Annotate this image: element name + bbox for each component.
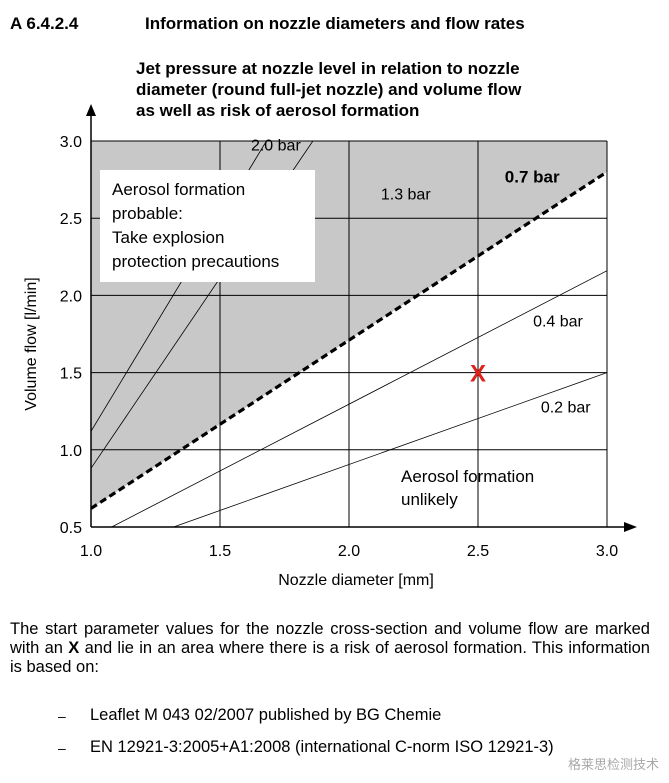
chart-title: Jet pressure at nozzle level in relation… (136, 58, 616, 121)
section-title: Information on nozzle diameters and flow… (145, 14, 525, 33)
reference-list: – Leaflet M 043 02/2007 published by BG … (58, 706, 662, 772)
x-tick-label: 1.0 (80, 543, 102, 560)
chart-title-line: diameter (round full-jet nozzle) and vol… (136, 80, 522, 99)
paragraph-marker-x: X (68, 639, 80, 657)
y-tick-label: 1.5 (60, 366, 82, 383)
region-label-box (100, 170, 315, 282)
reference-text: Leaflet M 043 02/2007 published by BG Ch… (90, 706, 442, 724)
region-label-text: Take explosion (112, 228, 224, 247)
description-paragraph: The start parameter values for the nozzl… (10, 620, 650, 677)
reference-item: – EN 12921-3:2005+A1:2008 (international… (58, 738, 662, 772)
y-tick-label: 2.0 (60, 288, 82, 305)
series-label: 0.7 bar (505, 168, 560, 187)
series-line (111, 270, 607, 527)
paragraph-text-after: and lie in an area where there is a risk… (10, 639, 650, 676)
region-label-text: probable: (112, 204, 183, 223)
x-axis-arrow (624, 522, 637, 532)
x-tick-label: 3.0 (596, 543, 618, 560)
x-tick-label: 1.5 (209, 543, 231, 560)
x-tick-label: 2.5 (467, 543, 489, 560)
region-label-text: Aerosol formation (112, 180, 245, 199)
x-tick-label: 2.0 (338, 543, 360, 560)
watermark: 格莱思检测技术 (567, 757, 659, 772)
region-label-text: Aerosol formation (401, 467, 534, 486)
series-label: 0.2 bar (541, 400, 591, 417)
y-tick-label: 1.0 (60, 443, 82, 460)
region-label-text: unlikely (401, 490, 458, 509)
section-heading: A 6.4.2.4 Information on nozzle diameter… (10, 14, 650, 38)
reference-text: EN 12921-3:2005+A1:2008 (international C… (90, 738, 554, 756)
series-label: 1.3 bar (381, 187, 431, 204)
list-dash: – (58, 740, 66, 756)
region-label-text: protection precautions (112, 252, 279, 271)
series-line (91, 170, 607, 510)
y-axis-label: Volume flow [l/min] (23, 277, 40, 410)
series-label: 2.0 bar (251, 137, 301, 154)
series-line (173, 372, 607, 527)
y-tick-label: 0.5 (60, 520, 82, 537)
series-label: 0.4 bar (533, 313, 583, 330)
chart-title-line: Jet pressure at nozzle level in relation… (136, 59, 520, 78)
reference-item: – Leaflet M 043 02/2007 published by BG … (58, 706, 662, 740)
x-axis-label: Nozzle diameter [mm] (278, 572, 434, 589)
y-axis-arrow (86, 104, 96, 116)
data-marker-x: X (470, 361, 486, 388)
y-tick-label: 2.5 (60, 211, 82, 228)
list-dash: – (58, 708, 66, 724)
paragraph-text-before: The start parameter values for the nozzl… (10, 620, 650, 657)
y-tick-label: 3.0 (60, 134, 82, 151)
pressure-chart: Aerosol formation probable: Take explosion… (23, 104, 637, 589)
chart-title-line: as well as risk of aerosol formation (136, 101, 420, 120)
section-number: A 6.4.2.4 (10, 14, 79, 33)
